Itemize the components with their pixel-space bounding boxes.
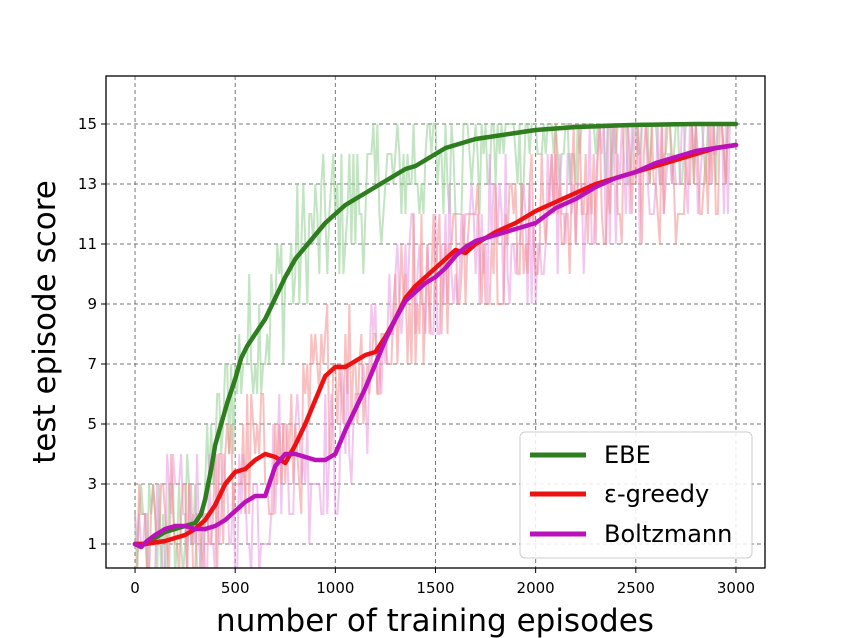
y-axis-title: test episode score	[27, 180, 63, 464]
y-tick-label: 1	[87, 535, 97, 553]
y-tick-label: 5	[87, 415, 97, 433]
legend-box	[519, 431, 753, 559]
x-tick-label: 3000	[717, 579, 755, 597]
y-tick-label: 7	[87, 355, 97, 373]
x-tick-label: 0	[130, 579, 140, 597]
legend-label-boltzmann: Boltzmann	[604, 520, 732, 548]
x-tick-label: 1500	[416, 579, 454, 597]
series-line-1	[132, 142, 739, 547]
y-tick-label: 3	[87, 475, 97, 493]
y-tick-label: 15	[78, 115, 97, 133]
y-tick-label: 11	[78, 235, 97, 253]
legend: EBE ε-greedy Boltzmann	[519, 431, 753, 559]
legend-label-ebe: EBE	[604, 441, 651, 469]
x-axis-ticks: 0 500 1000 1500 2000 2500 3000	[130, 568, 755, 597]
y-tick-label: 13	[78, 175, 97, 193]
legend-label-epsilon-greedy: ε-greedy	[604, 480, 709, 508]
x-tick-label: 500	[221, 579, 250, 597]
series-line-2	[132, 142, 739, 550]
series-line-0	[132, 121, 739, 547]
y-tick-label: 9	[87, 295, 97, 313]
x-tick-label: 2500	[617, 579, 655, 597]
x-tick-label: 2000	[517, 579, 555, 597]
smoothed-curves	[132, 121, 739, 550]
x-tick-label: 1000	[316, 579, 354, 597]
x-axis-title: number of training episodes	[216, 603, 654, 638]
raw-line-series-1	[136, 123, 736, 568]
